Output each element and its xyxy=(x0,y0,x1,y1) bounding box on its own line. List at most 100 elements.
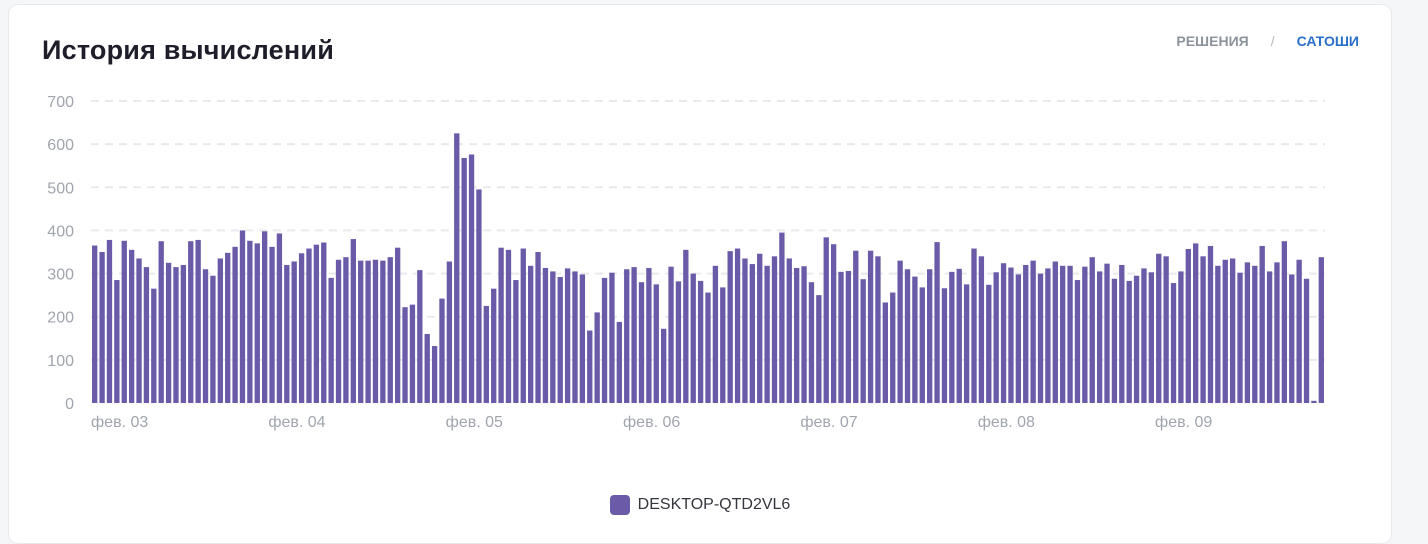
chart-bar[interactable] xyxy=(949,271,955,403)
chart-bar[interactable] xyxy=(823,237,829,403)
chart-bar[interactable] xyxy=(712,265,719,403)
chart-bar[interactable] xyxy=(513,280,519,403)
chart-bar[interactable] xyxy=(1015,274,1022,403)
chart-bar[interactable] xyxy=(528,265,534,403)
chart-bar[interactable] xyxy=(365,260,371,403)
chart-bar[interactable] xyxy=(971,248,977,403)
chart-bar[interactable] xyxy=(904,269,911,403)
chart-bar[interactable] xyxy=(417,270,423,403)
chart-bar[interactable] xyxy=(557,277,563,403)
chart-bar[interactable] xyxy=(498,247,504,403)
chart-bar[interactable] xyxy=(210,275,216,403)
chart-bar[interactable] xyxy=(173,267,179,403)
chart-bar[interactable] xyxy=(505,249,512,403)
chart-bar[interactable] xyxy=(1215,265,1221,403)
chart-bar[interactable] xyxy=(993,272,999,403)
chart-bar[interactable] xyxy=(1023,264,1029,403)
chart-bar[interactable] xyxy=(1311,400,1317,403)
chart-bar[interactable] xyxy=(661,328,667,403)
chart-bar[interactable] xyxy=(697,280,704,403)
chart-bar[interactable] xyxy=(779,232,785,403)
chart-bar[interactable] xyxy=(239,230,246,403)
chart-bar[interactable] xyxy=(1207,245,1214,403)
chart-bar[interactable] xyxy=(1163,256,1169,403)
chart-bar[interactable] xyxy=(217,258,223,403)
chart-bar[interactable] xyxy=(882,302,888,403)
chart-bar[interactable] xyxy=(165,262,172,403)
chart-bar[interactable] xyxy=(764,265,770,403)
chart-bar[interactable] xyxy=(372,259,379,403)
chart-bar[interactable] xyxy=(1289,274,1295,403)
chart-bar[interactable] xyxy=(720,287,726,403)
chart-bar[interactable] xyxy=(1141,268,1147,403)
chart-bar[interactable] xyxy=(350,239,356,403)
chart-bar[interactable] xyxy=(424,333,430,403)
chart-bar[interactable] xyxy=(1133,275,1140,403)
chart-bar[interactable] xyxy=(1303,278,1310,403)
chart-bar[interactable] xyxy=(520,248,526,403)
chart-bar[interactable] xyxy=(616,321,622,403)
chart-bar[interactable] xyxy=(683,249,689,403)
chart-bar[interactable] xyxy=(387,257,393,403)
chart-bar[interactable] xyxy=(1008,267,1014,403)
chart-bar[interactable] xyxy=(927,269,933,403)
chart-bar[interactable] xyxy=(1089,257,1095,403)
chart-bar[interactable] xyxy=(106,239,113,403)
chart-bar[interactable] xyxy=(394,247,401,403)
chart-bar[interactable] xyxy=(1082,266,1088,403)
chart-bar[interactable] xyxy=(476,189,482,403)
chart-bar[interactable] xyxy=(254,243,260,403)
chart-bar[interactable] xyxy=(491,288,497,403)
chart-bar[interactable] xyxy=(897,260,903,403)
chart-bar[interactable] xyxy=(114,280,120,403)
chart-bar[interactable] xyxy=(794,267,800,403)
chart-bar[interactable] xyxy=(875,256,881,403)
chart-bar[interactable] xyxy=(1045,268,1051,403)
chart-bar[interactable] xyxy=(1244,262,1251,403)
chart-bar[interactable] xyxy=(409,304,416,403)
chart-bar[interactable] xyxy=(786,258,792,403)
chart-bar[interactable] xyxy=(1126,280,1132,403)
chart-bar[interactable] xyxy=(128,249,135,403)
chart-bar[interactable] xyxy=(542,267,549,403)
chart-bar[interactable] xyxy=(468,154,475,404)
chart-bar[interactable] xyxy=(92,245,98,403)
chart-bar[interactable] xyxy=(99,252,105,403)
chart-bar[interactable] xyxy=(1074,280,1081,403)
chart-bar[interactable] xyxy=(1222,259,1228,403)
chart-bar[interactable] xyxy=(1000,263,1007,403)
chart-bar[interactable] xyxy=(461,157,467,403)
chart-bar[interactable] xyxy=(380,260,386,403)
chart-bar[interactable] xyxy=(638,282,645,403)
chart-bar[interactable] xyxy=(291,261,297,403)
chart-bar[interactable] xyxy=(321,242,327,403)
chart-bar[interactable] xyxy=(609,272,615,403)
chart-bar[interactable] xyxy=(646,267,652,403)
chart-bar[interactable] xyxy=(890,292,896,403)
chart-bar[interactable] xyxy=(801,266,807,403)
chart-bar[interactable] xyxy=(845,270,852,403)
chart-bar[interactable] xyxy=(690,273,696,403)
chart-bar[interactable] xyxy=(1096,271,1103,403)
chart-bar[interactable] xyxy=(963,284,970,403)
chart-bar[interactable] xyxy=(808,282,815,403)
chart-bar[interactable] xyxy=(431,346,438,403)
chart-bar[interactable] xyxy=(225,252,231,403)
chart-bar[interactable] xyxy=(1237,272,1243,403)
chart-bar[interactable] xyxy=(151,288,157,403)
chart-bar[interactable] xyxy=(587,330,593,403)
chart-bar[interactable] xyxy=(284,264,290,403)
chart-bar[interactable] xyxy=(1170,283,1177,403)
chart-bar[interactable] xyxy=(269,246,275,403)
chart-bar[interactable] xyxy=(298,253,305,403)
chart-bar[interactable] xyxy=(594,312,600,403)
chart-bar[interactable] xyxy=(121,240,127,403)
chart-bar[interactable] xyxy=(1266,271,1273,403)
chart-bar[interactable] xyxy=(188,241,194,403)
chart-bar[interactable] xyxy=(335,259,342,403)
chart-bar[interactable] xyxy=(483,305,489,403)
chart-bar[interactable] xyxy=(727,251,733,403)
chart-bar[interactable] xyxy=(446,261,453,403)
chart-bar[interactable] xyxy=(1252,265,1258,403)
chart-bar[interactable] xyxy=(550,271,556,403)
